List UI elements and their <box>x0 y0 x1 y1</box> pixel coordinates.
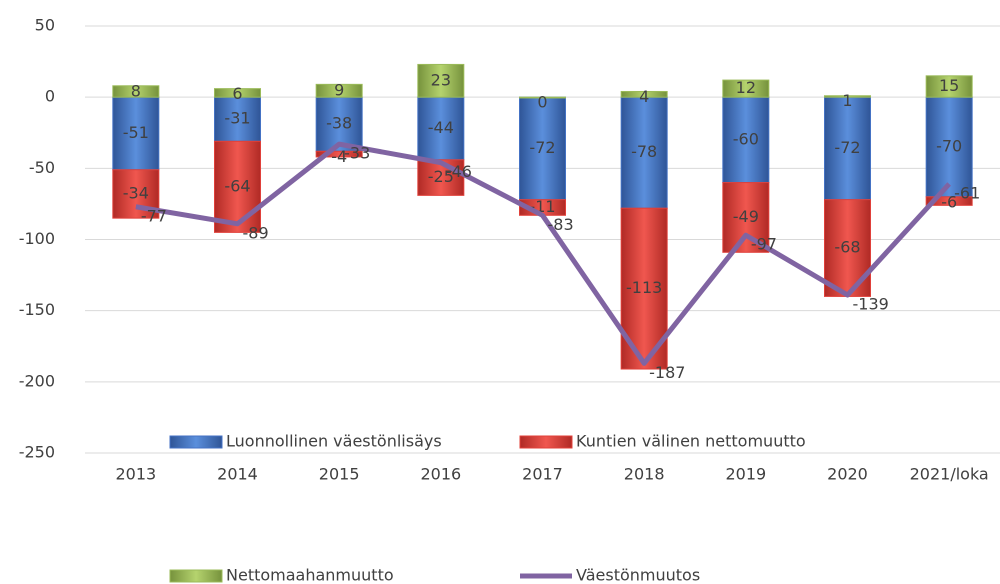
legend-swatch <box>519 435 573 449</box>
x-tick-label: 2018 <box>624 465 665 484</box>
y-tick-label: -100 <box>19 229 55 248</box>
bar-label: 1 <box>842 91 852 110</box>
line-label: -61 <box>954 183 980 202</box>
bar-label: 4 <box>639 87 649 106</box>
bar <box>214 96 261 142</box>
bar-label: -64 <box>224 176 250 195</box>
y-tick-label: -150 <box>19 300 55 319</box>
x-tick-label: 2020 <box>827 465 868 484</box>
bar <box>824 96 871 201</box>
line-label: -83 <box>548 215 574 234</box>
bar-label: -4 <box>331 147 347 166</box>
bar-label: -38 <box>326 114 352 133</box>
line-label: -33 <box>344 144 370 163</box>
bar-label: 15 <box>939 76 959 95</box>
bar-label: -113 <box>626 278 662 297</box>
bar <box>214 88 261 98</box>
x-tick-label: 2017 <box>522 465 563 484</box>
bar <box>214 140 261 233</box>
x-tick-label: 2021/loka <box>910 465 989 484</box>
y-tick-label: -200 <box>19 371 55 390</box>
bar-label: 0 <box>537 93 547 112</box>
bar <box>417 159 465 196</box>
bar <box>112 169 160 219</box>
line-label: -46 <box>446 162 472 181</box>
bar-label: -49 <box>733 207 759 226</box>
bar <box>417 63 465 98</box>
legend-label: Nettomaahanmuutto <box>226 566 394 584</box>
bar-label: 12 <box>736 78 756 97</box>
bar <box>620 90 668 98</box>
bar <box>417 96 465 161</box>
line-label: -97 <box>751 235 777 254</box>
y-tick-label: 0 <box>45 87 55 106</box>
bar <box>824 95 871 98</box>
line-label: -89 <box>243 223 269 242</box>
bar-label: -34 <box>123 183 149 202</box>
bar <box>925 196 973 206</box>
y-tick-label: -250 <box>19 443 55 462</box>
legend-label: Kuntien välinen nettomuutto <box>576 432 806 451</box>
bar <box>519 96 566 99</box>
y-tick-label: 50 <box>35 16 55 35</box>
bar <box>722 182 770 253</box>
bar-label: -72 <box>529 138 555 157</box>
y-tick-label: -50 <box>29 158 55 177</box>
bar-label: -72 <box>834 138 860 157</box>
bar-label: -78 <box>631 142 657 161</box>
legend-label: Väestönmuutos <box>576 566 700 584</box>
x-tick-label: 2014 <box>217 465 258 484</box>
bar <box>315 83 363 98</box>
bar-label: 23 <box>431 70 451 89</box>
bar-label: -6 <box>941 192 957 211</box>
x-tick-label: 2019 <box>725 465 766 484</box>
legend-swatch <box>169 569 223 583</box>
legend-label: Luonnollinen väestönlisäys <box>226 432 442 451</box>
line-label: -187 <box>649 363 685 382</box>
x-tick-label: 2013 <box>115 465 156 484</box>
x-tick-label: 2016 <box>420 465 461 484</box>
bar-label: 9 <box>334 80 344 99</box>
bar-label: -60 <box>733 129 759 148</box>
bar <box>315 150 363 158</box>
bar-label: -44 <box>428 118 454 137</box>
legend-swatch <box>169 435 223 449</box>
bar <box>620 96 668 209</box>
line-label: -77 <box>141 206 167 225</box>
bar-label: -70 <box>936 136 962 155</box>
bar-label: -25 <box>428 167 454 186</box>
bar <box>519 96 566 201</box>
x-tick-label: 2015 <box>319 465 360 484</box>
bar <box>112 85 160 98</box>
line <box>135 141 952 366</box>
bar-label: -68 <box>834 238 860 257</box>
line-label: -139 <box>853 295 889 314</box>
bar-label: 6 <box>232 84 242 103</box>
bar <box>722 96 770 184</box>
bar <box>925 75 973 98</box>
bar-label: -51 <box>123 123 149 142</box>
bar-label: 8 <box>131 81 141 100</box>
bar-label: -31 <box>224 109 250 128</box>
bar <box>722 79 770 98</box>
